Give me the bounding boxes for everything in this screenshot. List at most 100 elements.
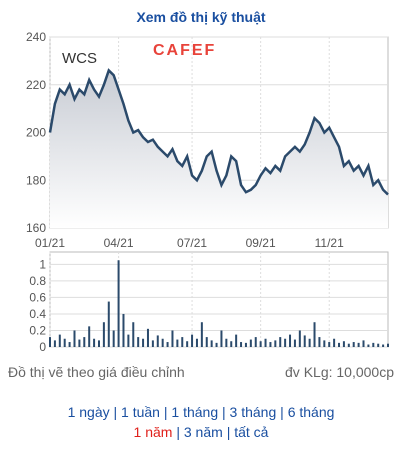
period-row: 1 ngày | 1 tuần | 1 tháng | 3 tháng | 6 … bbox=[68, 404, 335, 420]
volume-bar bbox=[328, 342, 331, 347]
volume-bar bbox=[58, 334, 61, 347]
volume-bar bbox=[230, 341, 233, 347]
volume-bar bbox=[333, 338, 336, 347]
logo: CAFEF bbox=[153, 42, 216, 59]
y-tick-label: 0.8 bbox=[29, 274, 46, 288]
y-tick-label: 0.6 bbox=[29, 290, 46, 304]
price-line bbox=[48, 68, 389, 196]
volume-bar bbox=[382, 344, 385, 347]
volume-bar bbox=[220, 330, 223, 347]
volume-bar bbox=[215, 342, 218, 347]
y-tick-label: 1 bbox=[39, 257, 46, 271]
volume-bar bbox=[200, 322, 203, 347]
volume-bar bbox=[68, 342, 71, 347]
volume-bar bbox=[293, 339, 296, 347]
period-link[interactable]: tất cả bbox=[234, 424, 268, 440]
period-link[interactable]: 3 năm bbox=[184, 424, 223, 440]
volume-bar bbox=[274, 340, 277, 347]
volume-bar bbox=[142, 338, 145, 347]
y-tick-label: 0 bbox=[39, 340, 46, 354]
volume-bar bbox=[338, 342, 341, 347]
volume-bar bbox=[176, 339, 179, 347]
volume-bar bbox=[210, 340, 213, 347]
volume-bar bbox=[88, 326, 91, 347]
period-link[interactable]: 1 ngày bbox=[68, 404, 110, 420]
y-tick-label: 0.2 bbox=[29, 323, 46, 337]
volume-bar bbox=[279, 337, 282, 347]
x-tick-label: 07/21 bbox=[177, 236, 207, 250]
separator: | bbox=[164, 404, 168, 420]
title: Xem đồ thị kỹ thuật bbox=[136, 9, 265, 25]
period-link[interactable]: 3 tháng bbox=[230, 404, 277, 420]
volume-bar bbox=[171, 330, 174, 347]
volume-bar bbox=[249, 339, 252, 347]
volume-bar bbox=[342, 341, 345, 347]
volume-bar bbox=[195, 338, 198, 347]
volume-bar bbox=[63, 338, 66, 347]
x-tick-label: 04/21 bbox=[104, 236, 134, 250]
volume-bar bbox=[161, 338, 164, 347]
volume-bar bbox=[264, 338, 267, 347]
volume-bar bbox=[284, 338, 287, 347]
period-link[interactable]: 1 năm bbox=[134, 424, 173, 440]
volume-bar bbox=[83, 337, 86, 347]
y-tick-label: 240 bbox=[26, 30, 46, 44]
volume-bar bbox=[372, 342, 375, 347]
volume-bar bbox=[151, 340, 154, 347]
volume-bar bbox=[49, 337, 51, 347]
volume-bar bbox=[269, 342, 272, 347]
volume-bar bbox=[367, 344, 370, 347]
volume-bar bbox=[352, 342, 355, 347]
plot-area bbox=[49, 251, 389, 348]
volume-bar bbox=[225, 338, 228, 347]
separator: | bbox=[280, 404, 284, 420]
volume-bar bbox=[127, 334, 130, 347]
period-link[interactable]: 6 tháng bbox=[288, 404, 335, 420]
volume-bar bbox=[303, 335, 306, 347]
y-tick-label: 180 bbox=[26, 173, 46, 187]
volume-bar bbox=[122, 313, 125, 347]
volume-bar bbox=[387, 343, 389, 347]
volume-bar bbox=[191, 334, 194, 347]
volume-bar bbox=[259, 341, 262, 347]
area bbox=[50, 70, 388, 228]
x-tick-label: 01/21 bbox=[35, 236, 65, 250]
volume-bar bbox=[240, 342, 243, 347]
volume-bar bbox=[181, 337, 184, 347]
volume-bar bbox=[186, 341, 189, 347]
volume-bar bbox=[347, 343, 350, 347]
volume-bar bbox=[205, 337, 208, 347]
x-tick-label: 09/21 bbox=[246, 236, 276, 250]
volume-bar bbox=[97, 340, 100, 347]
unit: đv KLg: 10,000cp bbox=[285, 364, 394, 380]
separator: | bbox=[176, 424, 180, 440]
separator: | bbox=[222, 404, 226, 420]
volume-bar bbox=[156, 335, 159, 347]
y-tick-label: 160 bbox=[26, 221, 46, 235]
x-tick-label: 11/21 bbox=[315, 236, 344, 250]
symbol: WCS bbox=[62, 50, 97, 67]
period-link[interactable]: 1 tuần bbox=[121, 404, 160, 420]
volume-bar bbox=[377, 343, 380, 347]
volume-bar bbox=[298, 330, 301, 347]
volume-bar bbox=[146, 328, 149, 347]
volume-bar bbox=[244, 342, 247, 347]
volume-bar bbox=[357, 342, 360, 347]
volume-bar bbox=[308, 338, 311, 347]
separator: | bbox=[114, 404, 118, 420]
volume-bar bbox=[137, 337, 140, 347]
volume-bar bbox=[323, 340, 326, 347]
volume-bar bbox=[73, 330, 76, 347]
period-link[interactable]: 1 tháng bbox=[171, 404, 218, 420]
volume-bar bbox=[107, 301, 110, 347]
volume-bar bbox=[93, 338, 96, 347]
period-row: 1 năm | 3 năm | tất cả bbox=[134, 424, 269, 440]
volume-bar bbox=[289, 334, 292, 347]
y-tick-label: 0.4 bbox=[29, 307, 46, 321]
volume-bar bbox=[102, 322, 105, 347]
note: Đồ thị vẽ theo giá điều chỉnh bbox=[8, 364, 185, 380]
volume-bar bbox=[166, 342, 169, 347]
volume-bar bbox=[117, 260, 120, 347]
volume-bar bbox=[313, 322, 316, 347]
volume-bar bbox=[318, 337, 321, 347]
